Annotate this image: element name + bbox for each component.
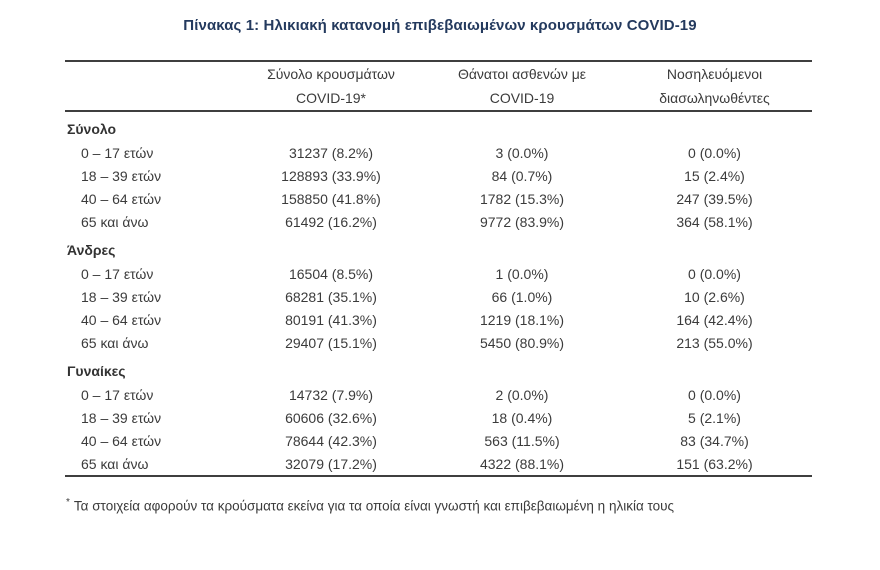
deaths-value: 18 (0.4%) [491, 409, 553, 426]
header-total-cases-line2: COVID-19* [295, 90, 367, 106]
header-intubated: Νοσηλευόμενοι διασωληνωθέντες [617, 61, 812, 111]
intubated-value: 0 (0.0%) [688, 265, 741, 282]
table-row: 40 – 64 ετών 80191 (41.3%) 1219 (18.1%) … [65, 308, 812, 331]
age-group-label: 40 – 64 ετών [81, 432, 162, 449]
cases-value: 68281 (35.1%) [285, 288, 377, 305]
table-row: 0 – 17 ετών 16504 (8.5%) 1 (0.0%) 0 (0.0… [65, 262, 812, 285]
deaths-value: 9772 (83.9%) [479, 213, 565, 230]
cases-value: 78644 (42.3%) [285, 432, 377, 449]
intubated-value: 213 (55.0%) [676, 334, 753, 351]
age-group-label: 65 και άνω [81, 334, 149, 351]
intubated-value: 364 (58.1%) [676, 213, 753, 230]
table-row: 40 – 64 ετών 78644 (42.3%) 563 (11.5%) 8… [65, 429, 812, 452]
cases-value: 31237 (8.2%) [288, 144, 374, 161]
deaths-value: 84 (0.7%) [491, 167, 553, 184]
table-body: Σύνολο 0 – 17 ετών 31237 (8.2%) 3 (0.0%)… [65, 111, 812, 476]
age-group-label: 0 – 17 ετών [81, 265, 154, 282]
intubated-value: 247 (39.5%) [676, 190, 753, 207]
deaths-value: 1219 (18.1%) [479, 311, 565, 328]
table-row: 18 – 39 ετών 128893 (33.9%) 84 (0.7%) 15… [65, 164, 812, 187]
intubated-value: 15 (2.4%) [684, 167, 745, 184]
age-group-label: 40 – 64 ετών [81, 311, 162, 328]
age-group-label: 18 – 39 ετών [81, 409, 162, 426]
header-total-cases: Σύνολο κρουσμάτων COVID-19* [235, 61, 427, 111]
intubated-value: 0 (0.0%) [688, 144, 741, 161]
cases-value: 60606 (32.6%) [285, 409, 377, 426]
section-title: Άνδρες [67, 242, 116, 258]
intubated-value: 151 (63.2%) [676, 455, 753, 472]
age-group-label: 0 – 17 ετών [81, 386, 154, 403]
table-header: Σύνολο κρουσμάτων COVID-19* Θάνατοι ασθε… [65, 61, 812, 111]
table-row: 18 – 39 ετών 68281 (35.1%) 66 (1.0%) 10 … [65, 285, 812, 308]
table-row: 0 – 17 ετών 31237 (8.2%) 3 (0.0%) 0 (0.0… [65, 141, 812, 164]
intubated-value: 83 (34.7%) [680, 432, 749, 449]
header-deaths-line1: Θάνατοι ασθενών με [457, 66, 587, 82]
section-title: Σύνολο [67, 121, 117, 137]
intubated-value: 0 (0.0%) [688, 386, 741, 403]
covid-age-distribution-table: Σύνολο κρουσμάτων COVID-19* Θάνατοι ασθε… [65, 60, 812, 477]
cases-value: 80191 (41.3%) [285, 311, 377, 328]
age-group-label: 18 – 39 ετών [81, 167, 162, 184]
table-footnote: * Τα στοιχεία αφορούν τα κρούσματα εκείνα… [66, 494, 813, 516]
header-intubated-line1: Νοσηλευόμενοι [666, 66, 763, 82]
section-header-total: Σύνολο [65, 111, 812, 141]
deaths-value: 3 (0.0%) [495, 144, 549, 161]
age-group-label: 65 και άνω [81, 455, 149, 472]
table-row: 65 και άνω 29407 (15.1%) 5450 (80.9%) 21… [65, 331, 812, 354]
cases-value: 158850 (41.8%) [281, 190, 381, 207]
deaths-value: 1 (0.0%) [495, 265, 549, 282]
cases-value: 16504 (8.5%) [288, 265, 374, 282]
table-row: 18 – 39 ετών 60606 (32.6%) 18 (0.4%) 5 (… [65, 406, 812, 429]
deaths-value: 66 (1.0%) [491, 288, 553, 305]
table-row: 0 – 17 ετών 14732 (7.9%) 2 (0.0%) 0 (0.0… [65, 383, 812, 406]
header-empty-cell [65, 61, 235, 111]
cases-value: 29407 (15.1%) [285, 334, 377, 351]
intubated-value: 10 (2.6%) [684, 288, 745, 305]
age-group-label: 0 – 17 ετών [81, 144, 154, 161]
footnote-text: Τα στοιχεία αφορούν τα κρούσματα εκείνα … [73, 498, 675, 514]
deaths-value: 4322 (88.1%) [479, 455, 565, 472]
deaths-value: 5450 (80.9%) [479, 334, 565, 351]
cases-value: 128893 (33.9%) [281, 167, 381, 184]
age-group-label: 65 και άνω [81, 213, 149, 230]
header-deaths: Θάνατοι ασθενών με COVID-19 [427, 61, 617, 111]
cases-value: 32079 (17.2%) [285, 455, 377, 472]
deaths-value: 563 (11.5%) [484, 432, 560, 449]
header-total-cases-line1: Σύνολο κρουσμάτων [267, 66, 395, 82]
age-group-label: 18 – 39 ετών [81, 288, 162, 305]
intubated-value: 164 (42.4%) [676, 311, 753, 328]
deaths-value: 1782 (15.3%) [479, 190, 565, 207]
deaths-value: 2 (0.0%) [495, 386, 549, 403]
section-header-men: Άνδρες [65, 233, 812, 262]
table-title: Πίνακας 1: Ηλικιακή κατανομή επιβεβαιωμέ… [183, 17, 697, 34]
header-deaths-line2: COVID-19 [489, 90, 555, 106]
age-group-label: 40 – 64 ετών [81, 190, 162, 207]
intubated-value: 5 (2.1%) [688, 409, 741, 426]
table-row: 65 και άνω 32079 (17.2%) 4322 (88.1%) 15… [65, 452, 812, 476]
section-title: Γυναίκες [67, 363, 126, 379]
table-row: 40 – 64 ετών 158850 (41.8%) 1782 (15.3%)… [65, 187, 812, 210]
footnote-asterisk: * [66, 497, 70, 508]
header-intubated-line2: διασωληνωθέντες [659, 90, 770, 106]
table-row: 65 και άνω 61492 (16.2%) 9772 (83.9%) 36… [65, 210, 812, 233]
header-row: Σύνολο κρουσμάτων COVID-19* Θάνατοι ασθε… [65, 61, 812, 111]
cases-value: 14732 (7.9%) [288, 386, 374, 403]
section-header-women: Γυναίκες [65, 354, 812, 383]
cases-value: 61492 (16.2%) [285, 213, 377, 230]
